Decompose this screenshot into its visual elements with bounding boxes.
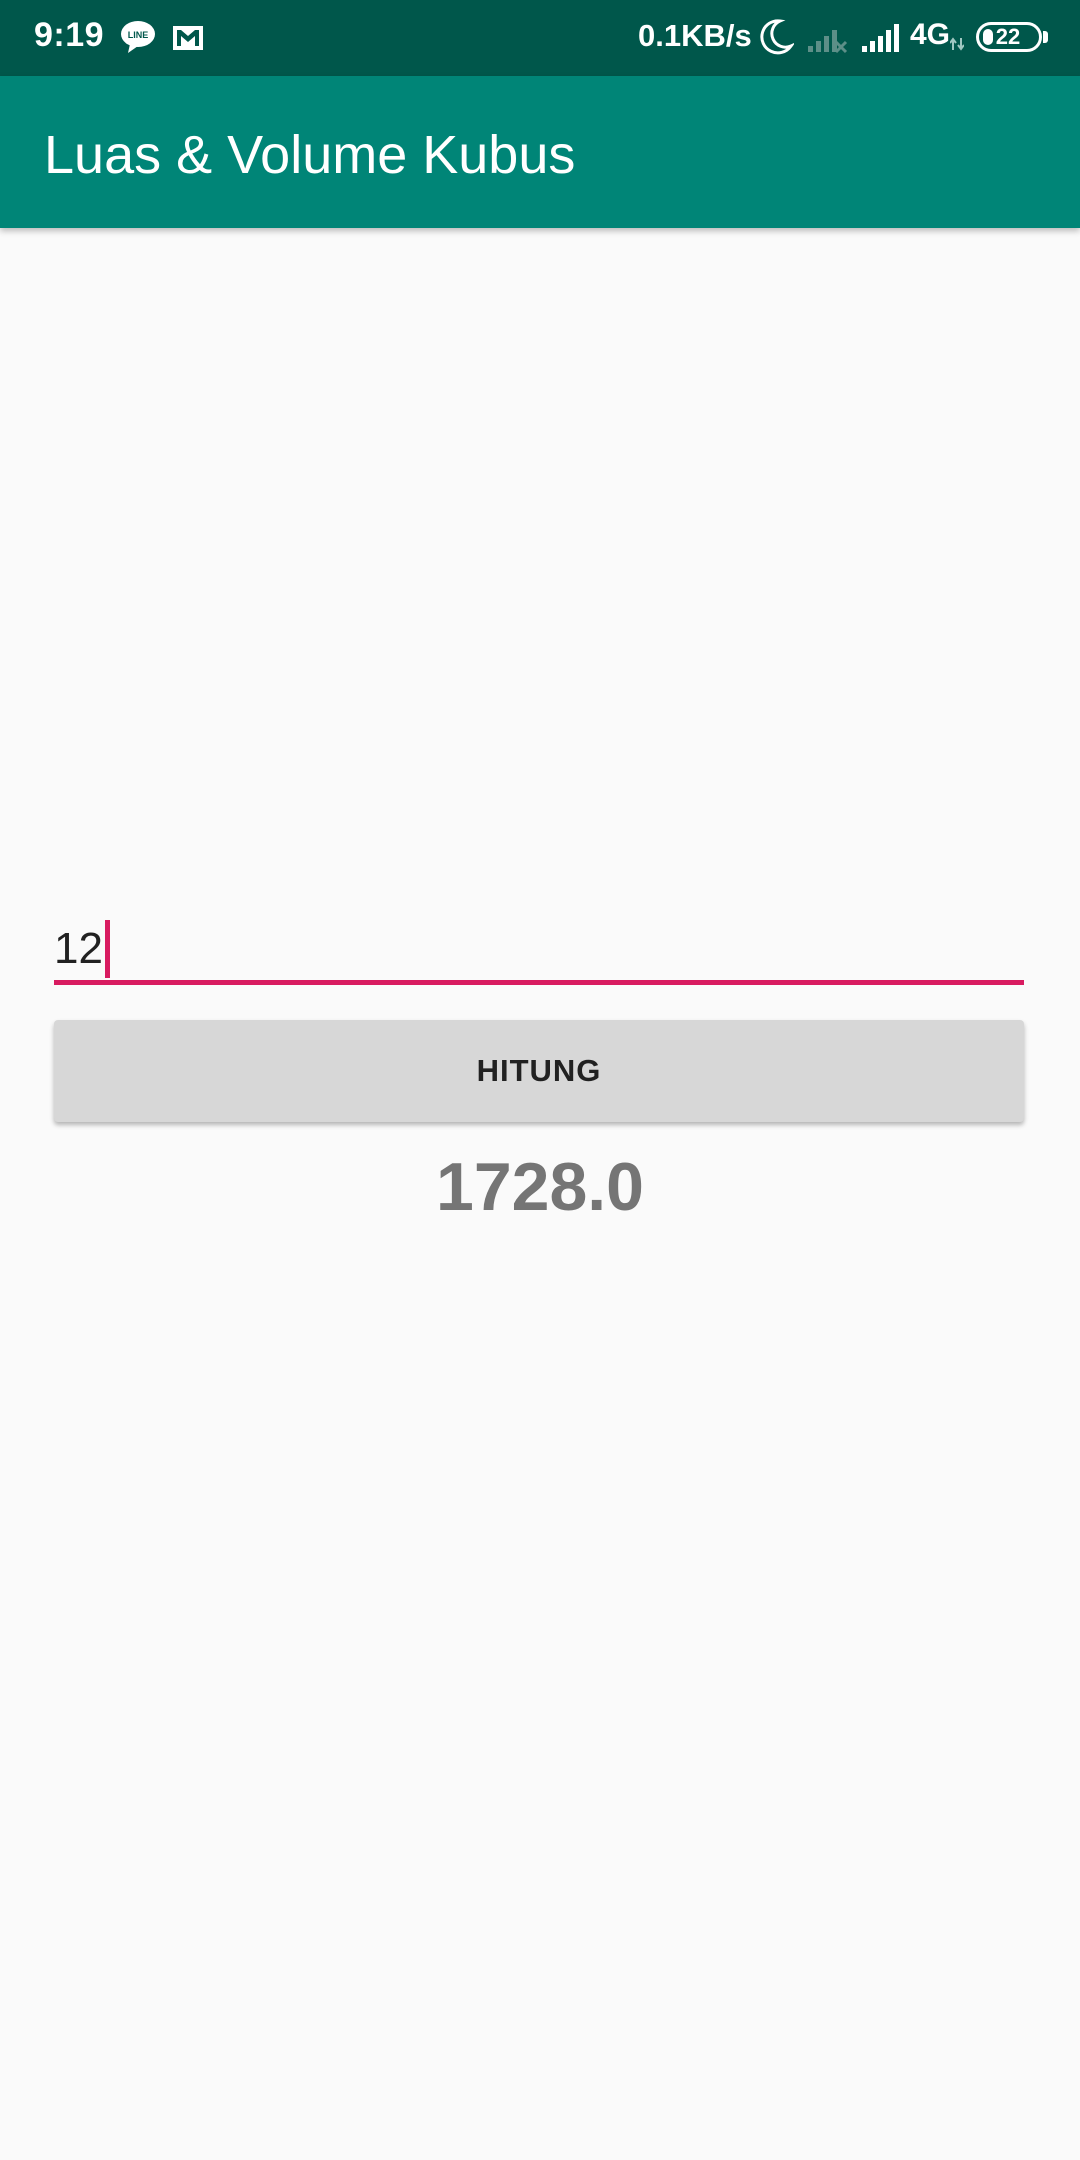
input-underline	[54, 980, 1024, 985]
status-time: 9:19	[34, 16, 105, 54]
network-type: 4G	[910, 18, 951, 51]
hitung-button[interactable]: HITUNG	[54, 1020, 1024, 1122]
result-value: 1728.0	[436, 1149, 644, 1225]
battery-tip	[1043, 31, 1048, 43]
moon-icon	[760, 19, 794, 55]
input-value[interactable]: 12	[54, 924, 103, 973]
network-speed: 0.1KB/s	[638, 18, 752, 53]
input-value-wrapper[interactable]: 12	[54, 920, 110, 978]
battery-icon: 22	[976, 22, 1042, 52]
battery-fill	[983, 29, 993, 45]
side-length-input[interactable]: 12	[54, 910, 1024, 986]
data-arrows-icon	[950, 37, 964, 51]
mail-icon	[173, 26, 203, 50]
app-title: Luas & Volume Kubus	[44, 125, 576, 185]
battery-level: 22	[995, 24, 1021, 49]
signal-off-icon	[808, 30, 848, 54]
signal-icon	[862, 24, 899, 52]
text-cursor	[104, 920, 110, 978]
app-bar: Luas & Volume Kubus	[0, 76, 1080, 228]
line-icon: LINE	[121, 21, 155, 53]
svg-text:LINE: LINE	[128, 30, 149, 40]
status-bar: 9:19 LINE 0.1KB/s 4G 22	[0, 0, 1080, 76]
